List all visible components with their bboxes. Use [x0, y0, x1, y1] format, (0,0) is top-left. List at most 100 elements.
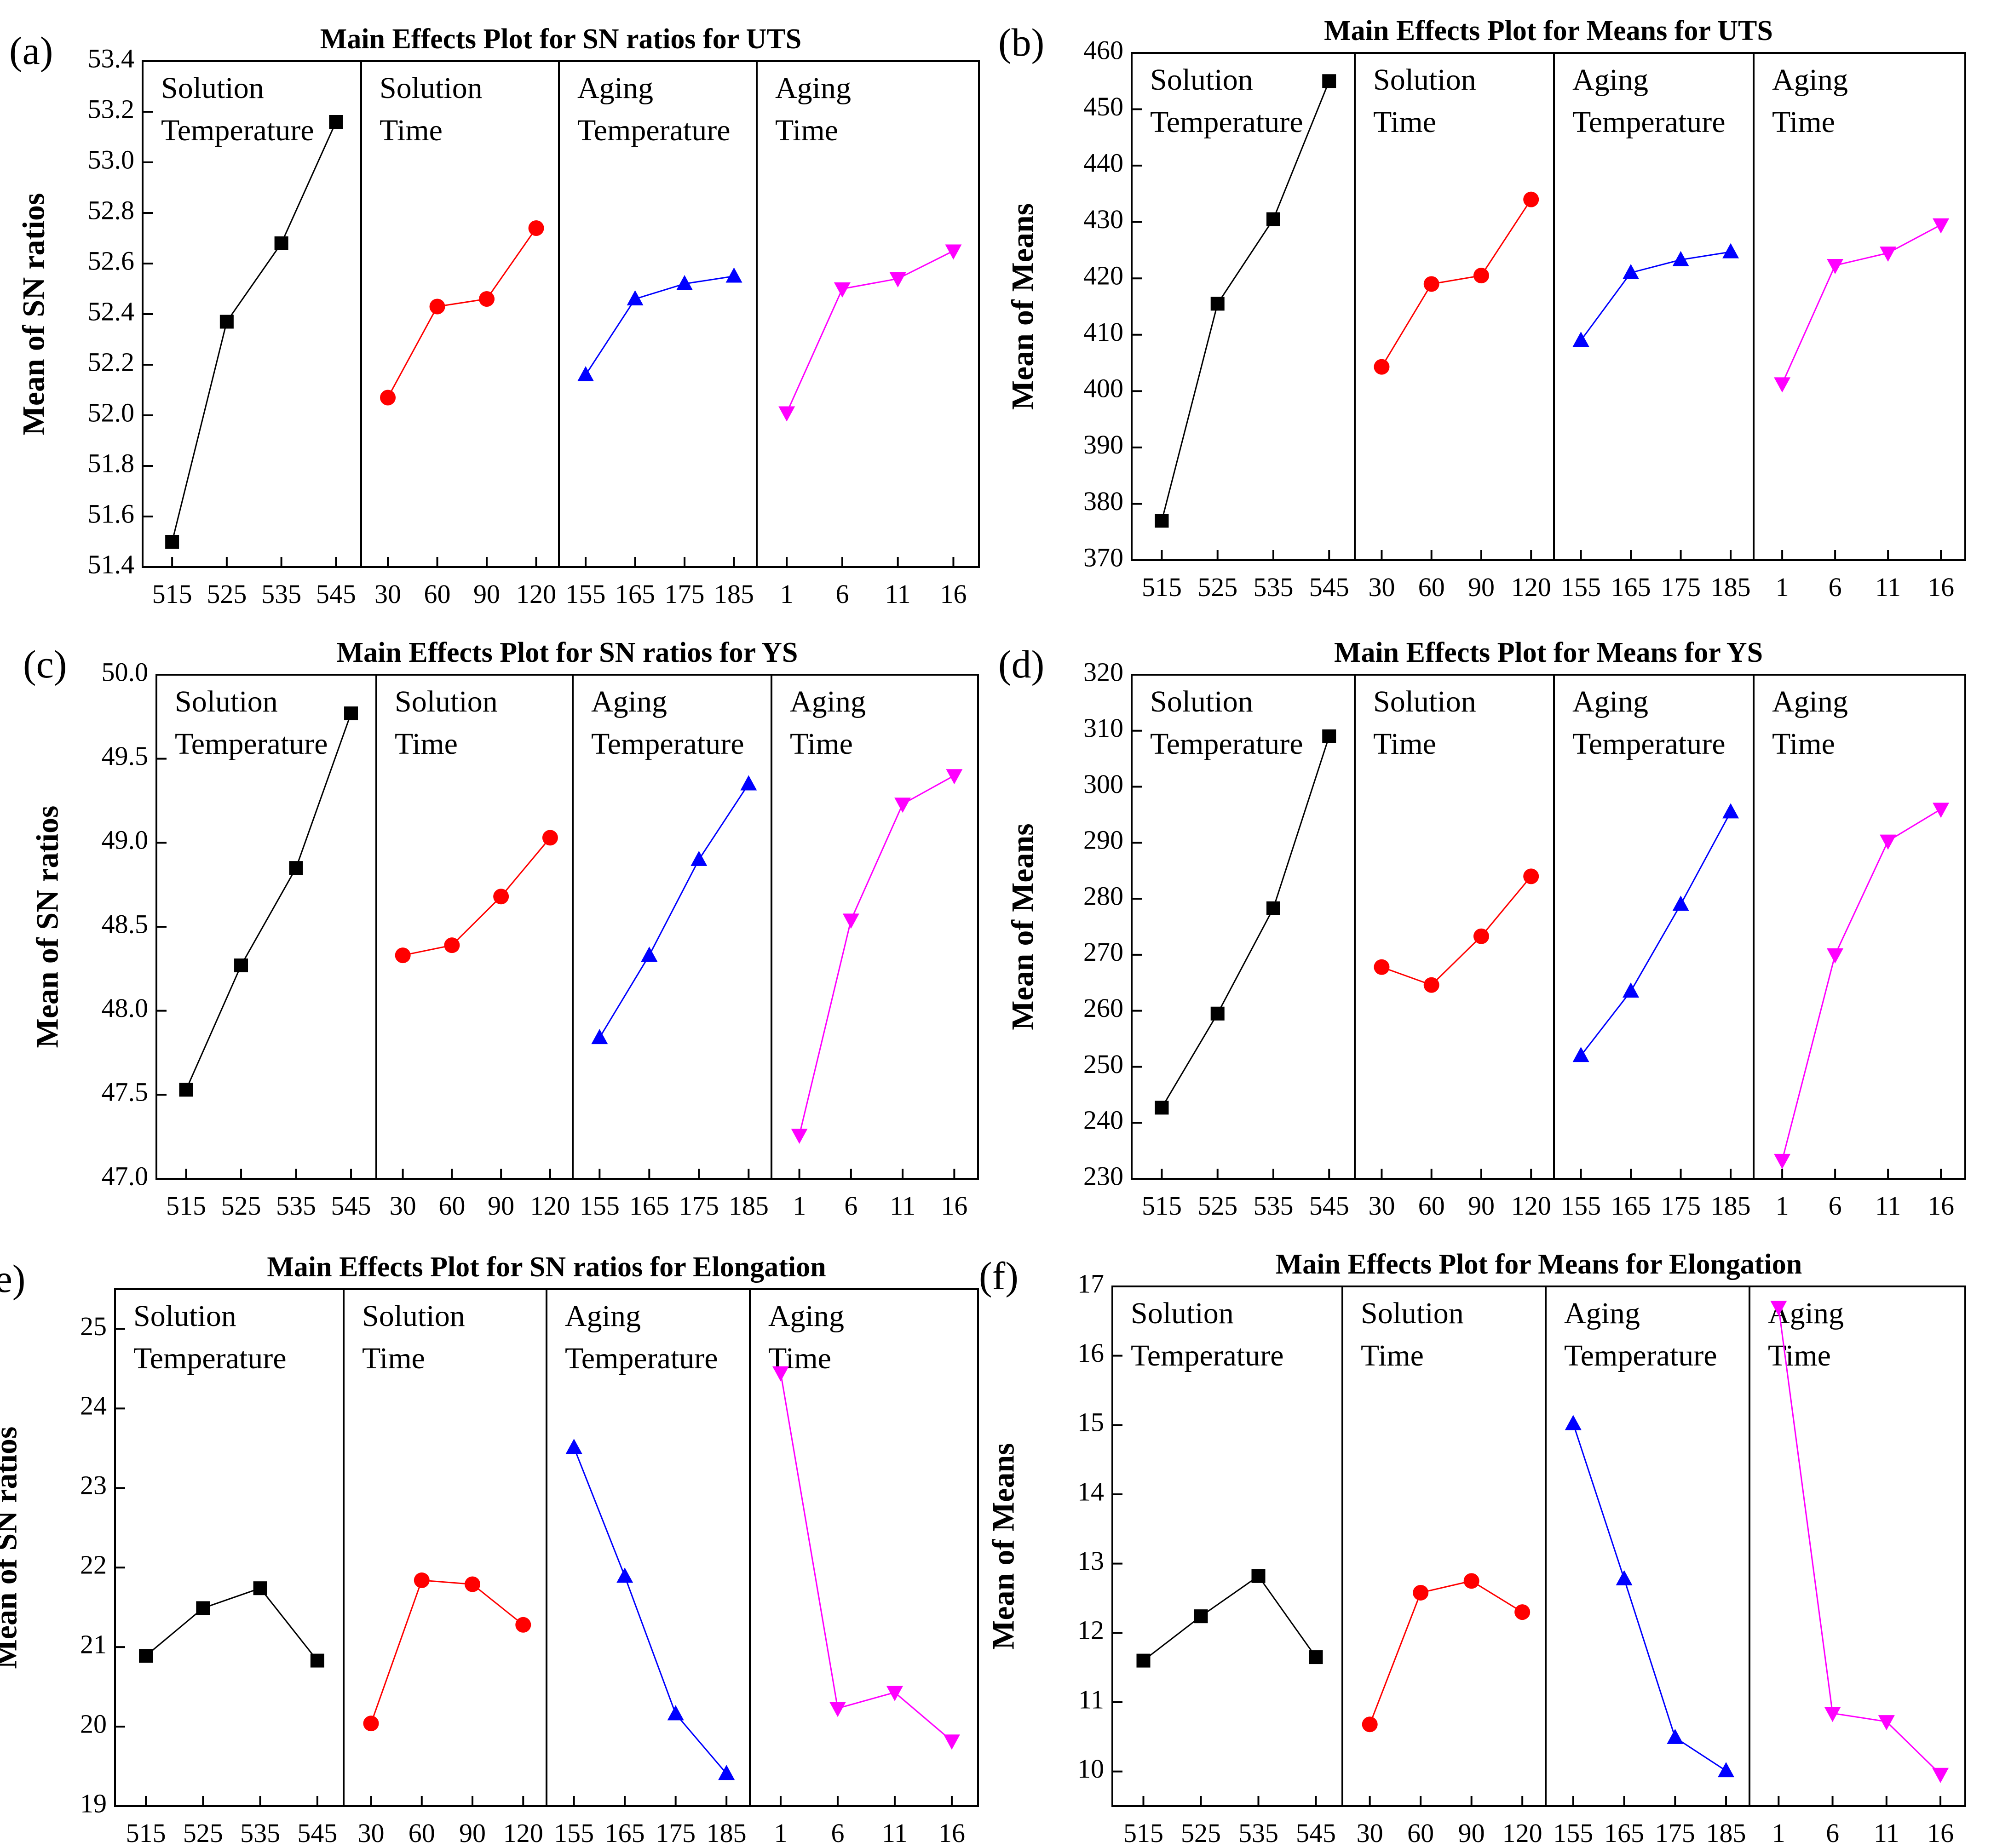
y-tick-label: 320 — [1083, 657, 1123, 687]
y-tick-label: 430 — [1083, 204, 1123, 234]
factor-label: Time — [790, 727, 853, 761]
series-line — [1161, 736, 1330, 1108]
data-point — [1774, 1154, 1791, 1169]
factor-label: Time — [1373, 727, 1436, 761]
factor-series: Solution Time 30 60 90 120 — [374, 71, 556, 609]
x-tick-label: 155 — [580, 1191, 620, 1221]
data-point — [1210, 1006, 1225, 1021]
factor-series: Solution Time 30 60 90 120 — [1368, 63, 1551, 602]
factor-series: Solution Time 30 60 90 120 — [358, 1299, 543, 1848]
data-point — [234, 958, 248, 973]
x-tick-label: 175 — [656, 1818, 696, 1848]
data-point — [1827, 259, 1844, 275]
y-tick-label: 52.8 — [88, 195, 135, 225]
y-tick-label: 280 — [1083, 881, 1123, 911]
y-tick-label: 50.0 — [102, 657, 149, 687]
factor-label: Solution — [161, 71, 264, 105]
x-tick-label: 175 — [665, 579, 705, 609]
data-point — [289, 861, 303, 875]
factor-label: Solution — [175, 685, 278, 718]
data-point — [829, 1702, 846, 1717]
x-tick-label: 185 — [729, 1191, 769, 1221]
data-point — [528, 220, 544, 236]
factor-series: Solution Time 30 60 90 120 — [390, 685, 570, 1221]
data-point — [479, 291, 495, 307]
x-tick-label: 545 — [1309, 1191, 1349, 1221]
factor-series: Solution Temperature 515 525 535 545 — [1142, 685, 1349, 1221]
x-tick-label: 185 — [707, 1818, 747, 1848]
x-tick-label: 185 — [1711, 1191, 1751, 1221]
series-line — [403, 837, 551, 956]
y-tick-label: 420 — [1083, 261, 1123, 291]
y-tick-label: 12 — [1077, 1615, 1104, 1645]
factor-series: Solution Temperature 515 525 535 545 — [126, 1299, 338, 1848]
data-point — [1362, 1716, 1378, 1733]
x-tick-label: 16 — [940, 579, 967, 609]
factor-label: Aging — [1772, 63, 1848, 97]
chart-panel: Main Effects Plot for Means for YS (d) Mea… — [998, 637, 1966, 1221]
x-tick-label: 1 — [774, 1818, 787, 1848]
y-tick-label: 250 — [1083, 1049, 1123, 1079]
x-tick-label: 165 — [1611, 572, 1651, 602]
y-tick-label: 23 — [80, 1470, 107, 1500]
y-tick-label: 52.0 — [88, 397, 135, 427]
factor-label: Aging — [768, 1299, 844, 1333]
data-point — [139, 1649, 153, 1663]
x-tick-label: 1 — [1776, 1191, 1789, 1221]
data-point — [1623, 982, 1640, 998]
factor-label: Temperature — [591, 727, 744, 761]
data-point — [1155, 1101, 1169, 1115]
data-point — [253, 1581, 267, 1595]
y-tick-label: 19 — [80, 1788, 107, 1818]
y-tick-label: 410 — [1083, 317, 1123, 347]
y-tick-label: 52.2 — [88, 347, 135, 377]
factor-label: Solution — [133, 1299, 236, 1333]
y-tick-label: 48.0 — [102, 993, 149, 1023]
x-tick-label: 11 — [1875, 572, 1901, 602]
data-point — [778, 406, 795, 422]
y-tick-label: 260 — [1083, 993, 1123, 1023]
data-point — [1194, 1609, 1208, 1624]
data-point — [1878, 1715, 1895, 1731]
x-tick-label: 175 — [679, 1191, 719, 1221]
x-tick-label: 185 — [714, 579, 754, 609]
panel-label: (e) — [0, 1257, 25, 1301]
chart-panel: Main Effects Plot for SN ratios for UTS (… — [9, 23, 980, 609]
x-tick-label: 165 — [605, 1818, 645, 1848]
x-tick-label: 16 — [1928, 1191, 1954, 1221]
y-tick-label: 14 — [1077, 1476, 1104, 1506]
data-point — [1423, 977, 1439, 993]
data-point — [1932, 1768, 1949, 1783]
data-point — [565, 1439, 582, 1454]
factor-label: Solution — [1150, 63, 1253, 97]
data-point — [591, 1029, 608, 1045]
data-point — [1322, 729, 1336, 743]
data-point — [1880, 247, 1897, 262]
x-tick-label: 545 — [297, 1818, 337, 1848]
x-tick-label: 1 — [793, 1191, 806, 1221]
x-tick-label: 535 — [276, 1191, 316, 1221]
data-point — [1565, 1415, 1582, 1430]
x-tick-label: 60 — [1418, 1191, 1445, 1221]
panel-label: (a) — [9, 29, 53, 73]
x-tick-label: 120 — [1511, 1191, 1551, 1221]
data-point — [329, 115, 343, 129]
x-tick-label: 60 — [1407, 1818, 1434, 1848]
data-point — [691, 850, 708, 866]
data-point — [429, 298, 445, 315]
factor-series: Aging Temperature 155 165 175 185 — [1561, 685, 1751, 1221]
factor-label: Temperature — [161, 114, 314, 147]
y-tick-label: 450 — [1083, 92, 1123, 121]
y-tick-label: 48.5 — [102, 909, 149, 939]
data-point — [493, 889, 509, 905]
data-point — [1672, 251, 1689, 266]
data-point — [889, 272, 906, 287]
y-tick-label: 21 — [80, 1629, 107, 1659]
factor-label: Temperature — [1572, 105, 1726, 139]
data-point — [1210, 297, 1225, 311]
panel-label: (f) — [979, 1254, 1019, 1298]
factor-label: Time — [775, 114, 838, 147]
data-point — [1718, 1762, 1735, 1778]
